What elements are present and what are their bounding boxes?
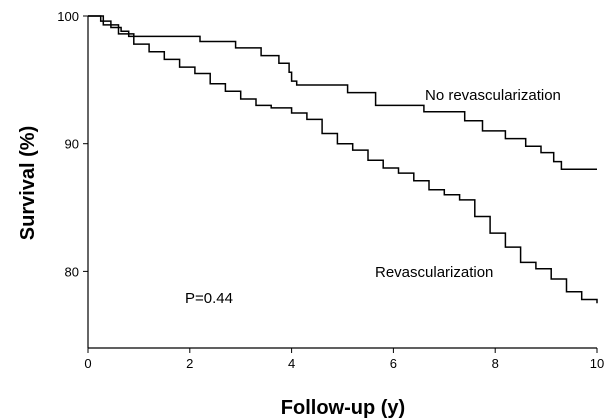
no-revascularization-curve — [88, 15, 597, 170]
y-tick-label: 100 — [57, 9, 79, 24]
p-value-annotation: P=0.44 — [185, 290, 233, 307]
curves — [88, 15, 598, 304]
x-tick-label: 8 — [492, 356, 499, 371]
x-tick-label: 2 — [186, 356, 193, 371]
revascularization-curve — [88, 15, 598, 304]
revascularization-label: Revascularization — [375, 264, 493, 281]
x-axis-title: Follow-up (y) — [281, 397, 405, 419]
x-tick-label: 0 — [84, 356, 91, 371]
y-tick-label: 80 — [65, 264, 79, 279]
y-axis-title: Survival (%) — [17, 126, 39, 240]
axes: 0 2 4 6 8 10 80 90 100 — [57, 9, 604, 371]
x-tick-label: 6 — [390, 356, 397, 371]
y-tick-label: 90 — [65, 137, 79, 152]
no-revascularization-label: No revascularization — [425, 87, 561, 104]
x-tick-label: 4 — [288, 356, 295, 371]
x-tick-label: 10 — [590, 356, 604, 371]
